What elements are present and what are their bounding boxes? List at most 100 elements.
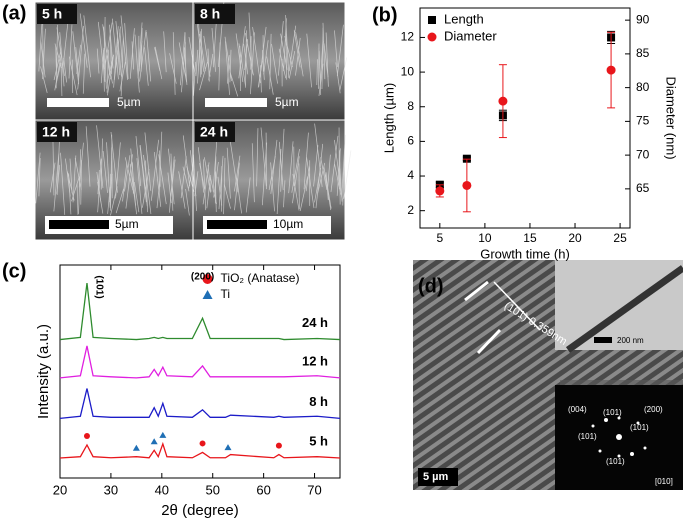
phase-marker — [83, 432, 90, 439]
phase-marker — [150, 438, 158, 445]
fft-label: (004) — [568, 405, 587, 414]
x-tick-label: 70 — [307, 482, 321, 497]
scale-label: 5 µm — [423, 471, 449, 483]
series-label: 5 h — [309, 433, 328, 448]
panel-label: (c) — [2, 260, 26, 282]
x-tick-label: 40 — [155, 482, 169, 497]
y-tick-label: 10 — [401, 64, 415, 78]
fft-label: (200) — [644, 405, 663, 414]
series-label: 8 h — [309, 394, 328, 409]
scale-box — [418, 468, 458, 486]
phase-marker — [132, 444, 140, 451]
point — [606, 65, 616, 75]
scale-label: 10µm — [273, 217, 303, 231]
scale-label: 5µm — [275, 95, 299, 109]
y-axis-label: Intensity (a.u.) — [35, 324, 52, 419]
x-axis-label: Growth time (h) — [480, 246, 570, 261]
phase-marker — [275, 442, 282, 449]
y-axis-label: Length (µm) — [381, 83, 396, 153]
plot-frame — [59, 264, 341, 479]
panel-label: (d) — [418, 275, 444, 297]
time-label-box — [195, 4, 235, 24]
x-tick-label: 50 — [205, 482, 219, 497]
legend-label: TiO₂ (Anatase) — [221, 271, 300, 285]
time-label: 12 h — [42, 124, 70, 140]
x-tick-label: 20 — [53, 482, 67, 497]
series-label: 24 h — [302, 315, 328, 330]
legend-marker — [202, 290, 213, 299]
scale-bar — [205, 98, 267, 107]
phase-marker — [159, 431, 167, 438]
peak-annotation: (101) — [93, 275, 104, 298]
panel-label: (b) — [372, 4, 398, 26]
time-label-box — [195, 122, 235, 142]
plot-frame — [419, 7, 631, 229]
legend-marker — [202, 274, 213, 284]
x-tick-label: 15 — [523, 231, 537, 245]
scale-bar — [49, 220, 109, 229]
scale-label: 5µm — [117, 95, 141, 109]
y-tick-label: 6 — [407, 134, 414, 148]
legend-label: Length — [444, 11, 484, 26]
tem-panel: 200 nm — [413, 260, 683, 490]
scale-bar — [207, 220, 267, 229]
zone-axis: [010] — [655, 477, 673, 486]
series-label: 12 h — [302, 353, 328, 368]
panel-label: (a) — [2, 2, 26, 24]
xrd-curve — [59, 283, 341, 341]
y2-axis-label: Diameter (nm) — [664, 76, 679, 159]
scale-bar — [47, 98, 109, 107]
point — [462, 180, 472, 190]
fft-label: (101) — [603, 408, 622, 417]
scale-label: 200 nm — [617, 336, 644, 345]
nanowires — [38, 4, 188, 97]
xrd-curve — [59, 388, 341, 420]
nanowires — [186, 123, 352, 215]
phase-marker — [224, 444, 232, 451]
x-tick-label: 10 — [478, 231, 492, 245]
xrd-curve — [59, 345, 341, 379]
time-label-box — [37, 4, 77, 24]
legend-label: Ti — [221, 287, 231, 301]
x-tick-label: 60 — [256, 482, 270, 497]
fft-label: (101) — [630, 423, 649, 432]
y2-tick-label: 70 — [636, 147, 650, 161]
y-tick-label: 2 — [407, 203, 414, 217]
y-tick-label: 8 — [407, 99, 414, 113]
point — [435, 186, 445, 196]
y2-tick-label: 80 — [636, 80, 650, 94]
legend-marker — [427, 32, 437, 42]
xrd-curve — [59, 441, 341, 459]
time-label: 8 h — [200, 6, 220, 22]
nanowires — [188, 2, 348, 97]
scale-bar — [594, 337, 612, 343]
tem-inset — [555, 260, 683, 350]
x-tick-label: 30 — [104, 482, 118, 497]
phase-marker — [199, 440, 206, 447]
fft-label: (101) — [578, 432, 597, 441]
x-tick-label: 5 — [436, 231, 443, 245]
y2-tick-label: 90 — [636, 12, 650, 26]
scale-label: 5µm — [115, 217, 139, 231]
time-label: 24 h — [200, 124, 228, 140]
y2-tick-label: 75 — [636, 114, 650, 128]
peak-annotation: (200) — [191, 272, 214, 283]
fft-spots — [591, 416, 647, 458]
time-label-box — [37, 122, 77, 142]
nanowire — [565, 265, 683, 353]
time-label: 5 h — [42, 6, 62, 22]
legend-marker — [428, 16, 436, 24]
point — [498, 96, 508, 106]
y2-tick-label: 85 — [636, 46, 650, 60]
y2-tick-label: 65 — [636, 181, 650, 195]
lattice-arrows — [464, 280, 541, 355]
fft-label: (101) — [606, 457, 625, 466]
x-tick-label: 20 — [568, 231, 582, 245]
nanowires — [35, 125, 195, 216]
y-tick-label: 12 — [401, 30, 415, 44]
legend-label: Diameter — [444, 28, 497, 43]
x-axis-label: 2θ (degree) — [161, 502, 239, 519]
y-tick-label: 4 — [407, 168, 414, 182]
x-tick-label: 25 — [613, 231, 627, 245]
